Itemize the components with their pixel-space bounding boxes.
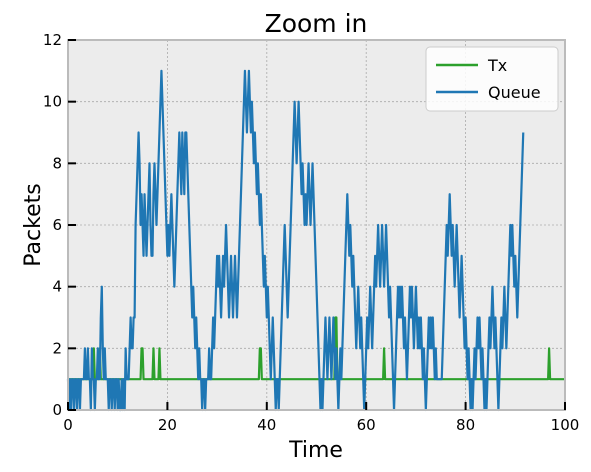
chart-title: Zoom in xyxy=(265,9,368,38)
axis-ticks: 0 20 40 60 80 100 0 2 4 6 8 10 12 xyxy=(43,31,579,434)
legend-label-tx: Tx xyxy=(487,56,507,75)
y-tick-label-4: 8 xyxy=(52,154,62,172)
x-tick-label-3: 60 xyxy=(357,416,376,434)
y-tick-label-2: 4 xyxy=(52,278,62,296)
x-tick-label-1: 20 xyxy=(158,416,177,434)
y-tick-label-5: 10 xyxy=(43,93,62,111)
legend: Tx Queue xyxy=(425,46,559,112)
y-axis-label: Packets xyxy=(21,183,46,266)
series-line-queue xyxy=(66,69,525,412)
x-tick-label-0: 0 xyxy=(63,416,73,434)
x-axis-label: Time xyxy=(288,438,343,463)
series-lines xyxy=(66,69,566,412)
y-tick-label-1: 2 xyxy=(52,339,62,357)
y-tick-label-0: 0 xyxy=(52,401,62,419)
legend-box xyxy=(425,46,559,112)
y-tick-label-6: 12 xyxy=(43,31,62,49)
legend-label-queue: Queue xyxy=(488,83,541,102)
x-tick-label-5: 100 xyxy=(551,416,580,434)
y-tick-label-3: 6 xyxy=(52,216,62,234)
x-tick-label-4: 80 xyxy=(456,416,475,434)
x-tick-label-2: 40 xyxy=(257,416,276,434)
